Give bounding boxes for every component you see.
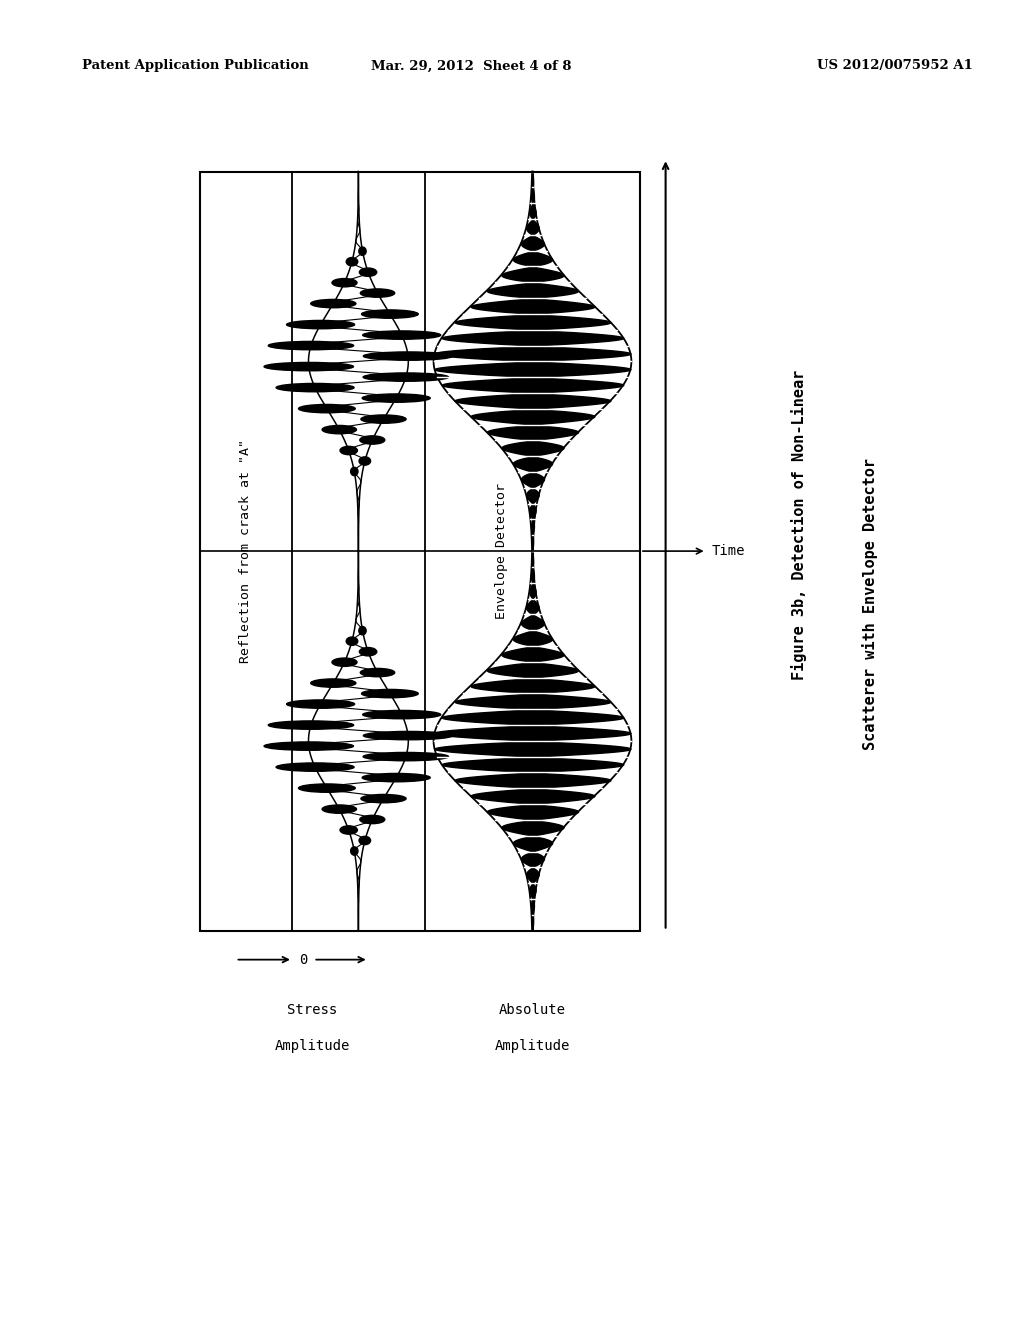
Text: US 2012/0075952 A1: US 2012/0075952 A1 <box>817 59 973 73</box>
Text: Envelope Detector: Envelope Detector <box>496 483 508 619</box>
Ellipse shape <box>299 404 355 413</box>
Ellipse shape <box>332 279 357 286</box>
Text: Figure 3b, Detection of Non-Linear: Figure 3b, Detection of Non-Linear <box>791 370 807 680</box>
Ellipse shape <box>364 374 449 381</box>
Text: 0: 0 <box>299 953 307 966</box>
Text: Reflection from crack at "A": Reflection from crack at "A" <box>240 440 252 663</box>
Ellipse shape <box>340 446 357 454</box>
Ellipse shape <box>361 310 418 318</box>
Ellipse shape <box>340 826 357 834</box>
Ellipse shape <box>359 816 385 824</box>
Text: Mar. 29, 2012  Sheet 4 of 8: Mar. 29, 2012 Sheet 4 of 8 <box>371 59 571 73</box>
Ellipse shape <box>359 837 371 845</box>
Ellipse shape <box>268 342 353 350</box>
Ellipse shape <box>346 257 357 265</box>
Ellipse shape <box>362 331 440 339</box>
Ellipse shape <box>276 383 354 392</box>
Ellipse shape <box>299 784 355 792</box>
Ellipse shape <box>310 300 356 308</box>
Ellipse shape <box>350 847 358 855</box>
Text: Amplitude: Amplitude <box>495 1039 570 1053</box>
Ellipse shape <box>360 668 394 677</box>
Text: Time: Time <box>712 544 745 558</box>
Ellipse shape <box>362 393 430 403</box>
Ellipse shape <box>360 795 407 803</box>
Ellipse shape <box>361 689 418 698</box>
Ellipse shape <box>360 289 394 297</box>
Ellipse shape <box>359 648 377 656</box>
Text: Amplitude: Amplitude <box>274 1039 350 1053</box>
Ellipse shape <box>346 638 357 645</box>
Bar <box>200 172 640 931</box>
Ellipse shape <box>360 414 407 424</box>
Ellipse shape <box>364 731 453 739</box>
Ellipse shape <box>359 457 371 465</box>
Ellipse shape <box>264 363 353 371</box>
Ellipse shape <box>287 700 354 709</box>
Text: Scatterer with Envelope Detector: Scatterer with Envelope Detector <box>862 458 879 750</box>
Ellipse shape <box>362 710 440 719</box>
Ellipse shape <box>323 805 356 813</box>
Ellipse shape <box>323 425 356 434</box>
Ellipse shape <box>362 774 430 781</box>
Ellipse shape <box>358 247 367 255</box>
Ellipse shape <box>276 763 354 771</box>
Ellipse shape <box>310 678 356 688</box>
Text: Absolute: Absolute <box>499 1003 566 1018</box>
Ellipse shape <box>364 352 453 360</box>
Ellipse shape <box>364 752 449 760</box>
Ellipse shape <box>332 659 357 667</box>
Ellipse shape <box>287 321 354 329</box>
Ellipse shape <box>350 467 358 475</box>
Ellipse shape <box>264 742 353 750</box>
Text: Patent Application Publication: Patent Application Publication <box>82 59 308 73</box>
Ellipse shape <box>359 436 385 444</box>
Text: Stress: Stress <box>287 1003 338 1018</box>
Ellipse shape <box>358 627 367 635</box>
Ellipse shape <box>268 721 353 729</box>
Ellipse shape <box>359 268 377 276</box>
